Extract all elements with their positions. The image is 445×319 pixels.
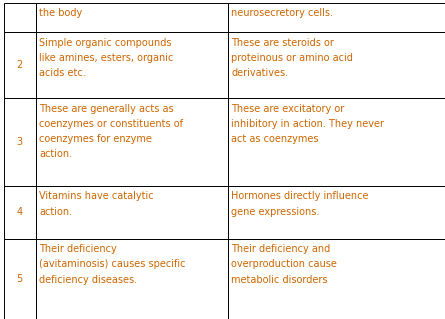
Bar bbox=[36, 3, 228, 32]
Bar bbox=[228, 3, 445, 32]
Bar bbox=[228, 98, 445, 186]
Bar bbox=[4, 32, 36, 98]
Text: Hormones directly influence
gene expressions.: Hormones directly influence gene express… bbox=[231, 191, 369, 217]
Bar bbox=[228, 186, 445, 239]
Text: These are generally acts as
coenzymes or constituents of
coenzymes for enzyme
ac: These are generally acts as coenzymes or… bbox=[39, 104, 183, 160]
Text: neurosecretory cells.: neurosecretory cells. bbox=[231, 8, 333, 18]
Bar bbox=[36, 239, 228, 319]
Bar bbox=[36, 32, 228, 98]
Bar bbox=[4, 186, 36, 239]
Text: Their deficiency
(avitaminosis) causes specific
deficiency diseases.: Their deficiency (avitaminosis) causes s… bbox=[39, 244, 186, 285]
Text: the body: the body bbox=[39, 8, 82, 18]
Bar bbox=[4, 3, 36, 32]
Text: 4: 4 bbox=[16, 207, 23, 217]
Text: Vitamins have catalytic
action.: Vitamins have catalytic action. bbox=[39, 191, 154, 217]
Bar bbox=[4, 98, 36, 186]
Text: 2: 2 bbox=[16, 60, 23, 70]
Text: These are excitatory or
inhibitory in action. They never
act as coenzymes: These are excitatory or inhibitory in ac… bbox=[231, 104, 384, 144]
Text: Simple organic compounds
like amines, esters, organic
acids etc.: Simple organic compounds like amines, es… bbox=[39, 38, 174, 78]
Text: These are steroids or
proteinous or amino acid
derivatives.: These are steroids or proteinous or amin… bbox=[231, 38, 353, 78]
Text: 5: 5 bbox=[16, 274, 23, 284]
Text: 3: 3 bbox=[16, 137, 23, 147]
Bar bbox=[4, 239, 36, 319]
Bar bbox=[36, 186, 228, 239]
Bar bbox=[228, 239, 445, 319]
Bar bbox=[228, 32, 445, 98]
Text: Their deficiency and
overproduction cause
metabolic disorders: Their deficiency and overproduction caus… bbox=[231, 244, 337, 285]
Bar bbox=[36, 98, 228, 186]
